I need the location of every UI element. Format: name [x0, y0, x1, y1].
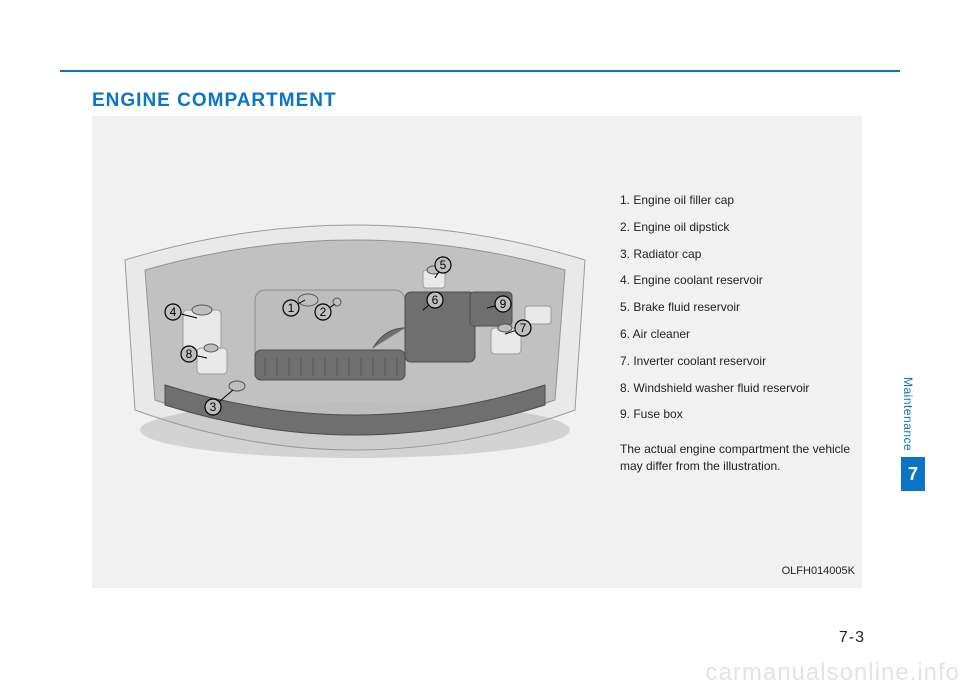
watermark: carmanualsonline.info: [706, 659, 960, 687]
svg-text:4: 4: [170, 305, 177, 319]
side-chapter-number: 7: [901, 457, 925, 491]
legend-item: 2. Engine oil dipstick: [620, 219, 850, 236]
svg-text:8: 8: [186, 347, 193, 361]
svg-text:1: 1: [288, 301, 295, 315]
legend-item: 7. Inverter coolant reservoir: [620, 353, 850, 370]
svg-text:3: 3: [210, 400, 217, 414]
svg-text:2: 2: [320, 305, 327, 319]
header-rule: [60, 70, 900, 72]
page-number: 7-3: [839, 629, 865, 647]
page-title: ENGINE COMPARTMENT: [92, 90, 337, 112]
legend-note: The actual engine compartment the vehicl…: [620, 441, 850, 475]
legend-item: 6. Air cleaner: [620, 326, 850, 343]
callout-1: 1: [283, 300, 299, 316]
legend-item: 8. Windshield washer fluid reservoir: [620, 380, 850, 397]
legend-item: 5. Brake fluid reservoir: [620, 299, 850, 316]
engine-diagram: 1 2 3 4 5 6 7 8 9: [105, 200, 605, 490]
svg-text:6: 6: [432, 293, 439, 307]
callout-8: 8: [181, 346, 197, 362]
parts-legend: 1. Engine oil filler cap 2. Engine oil d…: [620, 192, 850, 475]
callout-4: 4: [165, 304, 181, 320]
legend-item: 9. Fuse box: [620, 406, 850, 423]
callout-6: 6: [427, 292, 443, 308]
callout-3: 3: [205, 399, 221, 415]
callout-5: 5: [435, 257, 451, 273]
legend-item: 3. Radiator cap: [620, 246, 850, 263]
callout-9: 9: [495, 296, 511, 312]
svg-text:5: 5: [440, 258, 447, 272]
callout-2: 2: [315, 304, 331, 320]
callout-7: 7: [515, 320, 531, 336]
svg-text:7: 7: [520, 321, 527, 335]
legend-item: 1. Engine oil filler cap: [620, 192, 850, 209]
image-code: OLFH014005K: [782, 565, 855, 577]
side-section-label: Maintenance: [901, 377, 915, 451]
svg-text:9: 9: [500, 297, 507, 311]
legend-item: 4. Engine coolant reservoir: [620, 272, 850, 289]
